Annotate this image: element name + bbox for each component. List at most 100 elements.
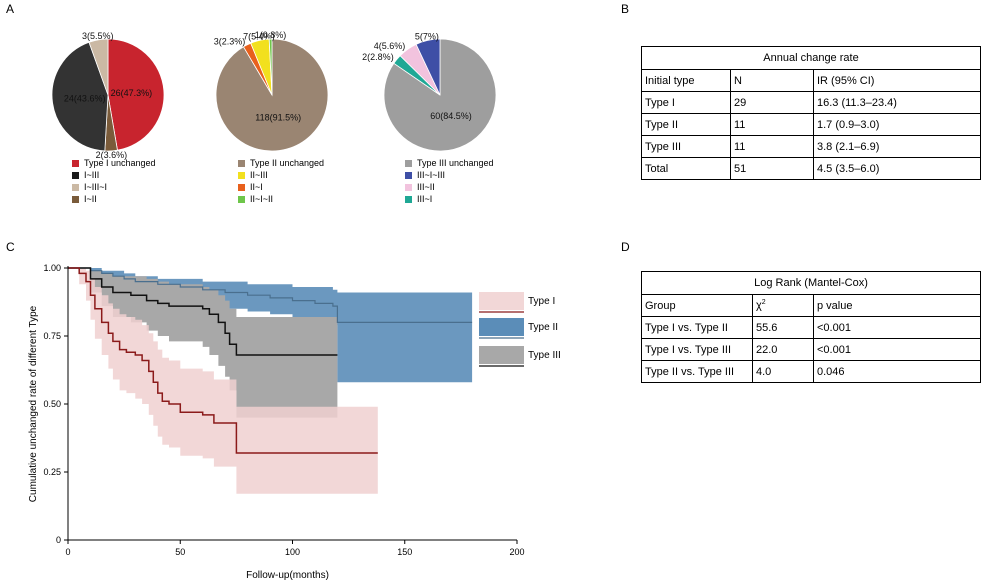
- x-axis-label: Follow-up(months): [246, 570, 329, 581]
- header-cell: Initial type: [641, 69, 731, 92]
- table-cell: <0.001: [813, 316, 981, 339]
- panel-label-c: C: [6, 240, 15, 254]
- legend-label: Type III: [528, 350, 561, 361]
- table-cell: 11: [730, 113, 814, 136]
- pie-slice-label: 118(91.5%): [255, 113, 301, 123]
- pie-slice-label: 2(2.8%): [362, 52, 394, 62]
- legend-label: III~I: [417, 194, 433, 204]
- table-cell: 3.8 (2.1–6.9): [813, 135, 981, 158]
- legend-band-swatch: [479, 346, 524, 364]
- header-cell: p value: [813, 294, 981, 317]
- table-row: Type II 11 1.7 (0.9–3.0): [641, 113, 981, 136]
- table-cell: 0.046: [813, 360, 981, 383]
- table-cell: 55.6: [752, 316, 814, 339]
- y-tick-label: 0.75: [43, 331, 61, 341]
- legend-swatch: [238, 183, 245, 191]
- y-tick-label: 0.25: [43, 467, 61, 477]
- legend-swatch: [72, 183, 79, 191]
- legend-item: Type II unchanged: [238, 157, 324, 169]
- log-rank-table: Log Rank (Mantel-Cox) Group χ2 p value T…: [641, 271, 981, 383]
- x-tick-label: 150: [397, 547, 412, 557]
- pie-slice-label: 2(3.6%): [96, 150, 128, 160]
- legend-swatch: [72, 195, 79, 203]
- table-cell: <0.001: [813, 338, 981, 361]
- legend-item: I~III: [72, 169, 156, 181]
- pie-slice-label: 4(5.6%): [374, 41, 406, 51]
- annual-change-rate-table: Annual change rate Initial type N IR (95…: [641, 46, 981, 180]
- table-row: Type III 11 3.8 (2.1–6.9): [641, 135, 981, 158]
- pie-slice-label: 5(7%): [415, 31, 439, 41]
- legend-swatch: [238, 171, 245, 179]
- table-cell: Type III: [641, 135, 731, 158]
- legend-label: III~I~III: [417, 170, 446, 180]
- pie-slice-label: 3(5.5%): [82, 31, 114, 41]
- legend-band-swatch: [479, 292, 524, 310]
- legend-item: I~III~I: [72, 181, 156, 193]
- legend-item: III~II: [405, 181, 494, 193]
- legend-item: II~III: [238, 169, 324, 181]
- legend-item: I~II: [72, 193, 156, 205]
- pie-slice: [51, 41, 109, 152]
- y-tick-label: 0: [56, 535, 61, 545]
- legend-label: III~II: [417, 182, 435, 192]
- table-row: Total 51 4.5 (3.5–6.0): [641, 157, 981, 180]
- table-row: Type I vs. Type III 22.0 <0.001: [641, 338, 981, 361]
- legend-swatch: [405, 195, 412, 203]
- pie-slice-label: 60(84.5%): [430, 111, 472, 121]
- table-cell: Total: [641, 157, 731, 180]
- pie-legend-type-i: Type I unchanged I~III I~III~I I~II: [72, 157, 156, 205]
- legend-item: III~I~III: [405, 169, 494, 181]
- pie-slice: [415, 38, 441, 96]
- log-rank-title: Log Rank (Mantel-Cox): [641, 271, 981, 295]
- header-cell: IR (95% CI): [813, 69, 981, 92]
- table-header-row: Initial type N IR (95% CI): [641, 69, 981, 92]
- pie-slice-label: 24(43.6%): [64, 93, 106, 103]
- y-axis-label: Cumulative unchanged rate of different T…: [28, 305, 39, 502]
- legend-swatch: [405, 159, 412, 167]
- legend-swatch: [72, 171, 79, 179]
- legend-label: Type II: [528, 322, 558, 333]
- legend-swatch: [238, 195, 245, 203]
- pie-charts: 26(47.3%) 2(3.6%) 24(43.6%) 3(5.5%) 118(91.5…: [51, 30, 497, 160]
- confidence-band: [68, 268, 378, 494]
- legend-swatch: [238, 159, 245, 167]
- table-cell: 4.0: [752, 360, 814, 383]
- legend-band-swatch: [479, 318, 524, 336]
- table-cell: 51: [730, 157, 814, 180]
- x-tick-label: 0: [65, 547, 70, 557]
- legend-label: Type II unchanged: [250, 158, 325, 168]
- legend-label: I~III~I: [84, 182, 108, 192]
- table-row: Type I 29 16.3 (11.3–23.4): [641, 91, 981, 114]
- pie-slice-label: 3(2.3%): [214, 36, 246, 46]
- table-cell: 11: [730, 135, 814, 158]
- pie-slice: [88, 38, 109, 96]
- table-header-row: Group χ2 p value: [641, 294, 981, 317]
- x-tick-label: 50: [175, 547, 185, 557]
- survival-curve: [68, 267, 378, 454]
- pie-legend-type-iii: Type III unchanged III~I~III III~II III~I: [405, 157, 494, 205]
- annual-table-title: Annual change rate: [641, 46, 981, 70]
- legend-swatch: [405, 183, 412, 191]
- panel-label-d: D: [621, 240, 630, 254]
- y-tick-label: 1.00: [43, 263, 61, 273]
- pie-slice: [107, 38, 165, 151]
- table-cell: 29: [730, 91, 814, 114]
- x-tick-label: 100: [285, 547, 300, 557]
- legend-item: II~I: [238, 181, 324, 193]
- table-cell: 22.0: [752, 338, 814, 361]
- legend-label: Type I unchanged: [84, 158, 156, 168]
- legend-label: II~III: [250, 170, 268, 180]
- survival-curve: [68, 267, 473, 323]
- table-cell: Type II vs. Type III: [641, 360, 753, 383]
- kaplan-meier-chart: 0 50 100 150 200 0 0.25 0.50 0.75 1.00 Follow-up(m…: [28, 263, 561, 581]
- pie-slice-label: 1(0.8%): [255, 30, 287, 40]
- panel-label-b: B: [621, 2, 630, 16]
- table-cell: Type I: [641, 91, 731, 114]
- legend-swatch: [72, 159, 79, 167]
- panel-label-a: A: [6, 2, 15, 16]
- pie-slice-label: 26(47.3%): [111, 88, 153, 98]
- pie-legend-type-ii: Type II unchanged II~III II~I II~I~II: [238, 157, 324, 205]
- legend-label: Type I: [528, 296, 555, 307]
- survival-curve: [68, 267, 338, 356]
- table-cell: Type II: [641, 113, 731, 136]
